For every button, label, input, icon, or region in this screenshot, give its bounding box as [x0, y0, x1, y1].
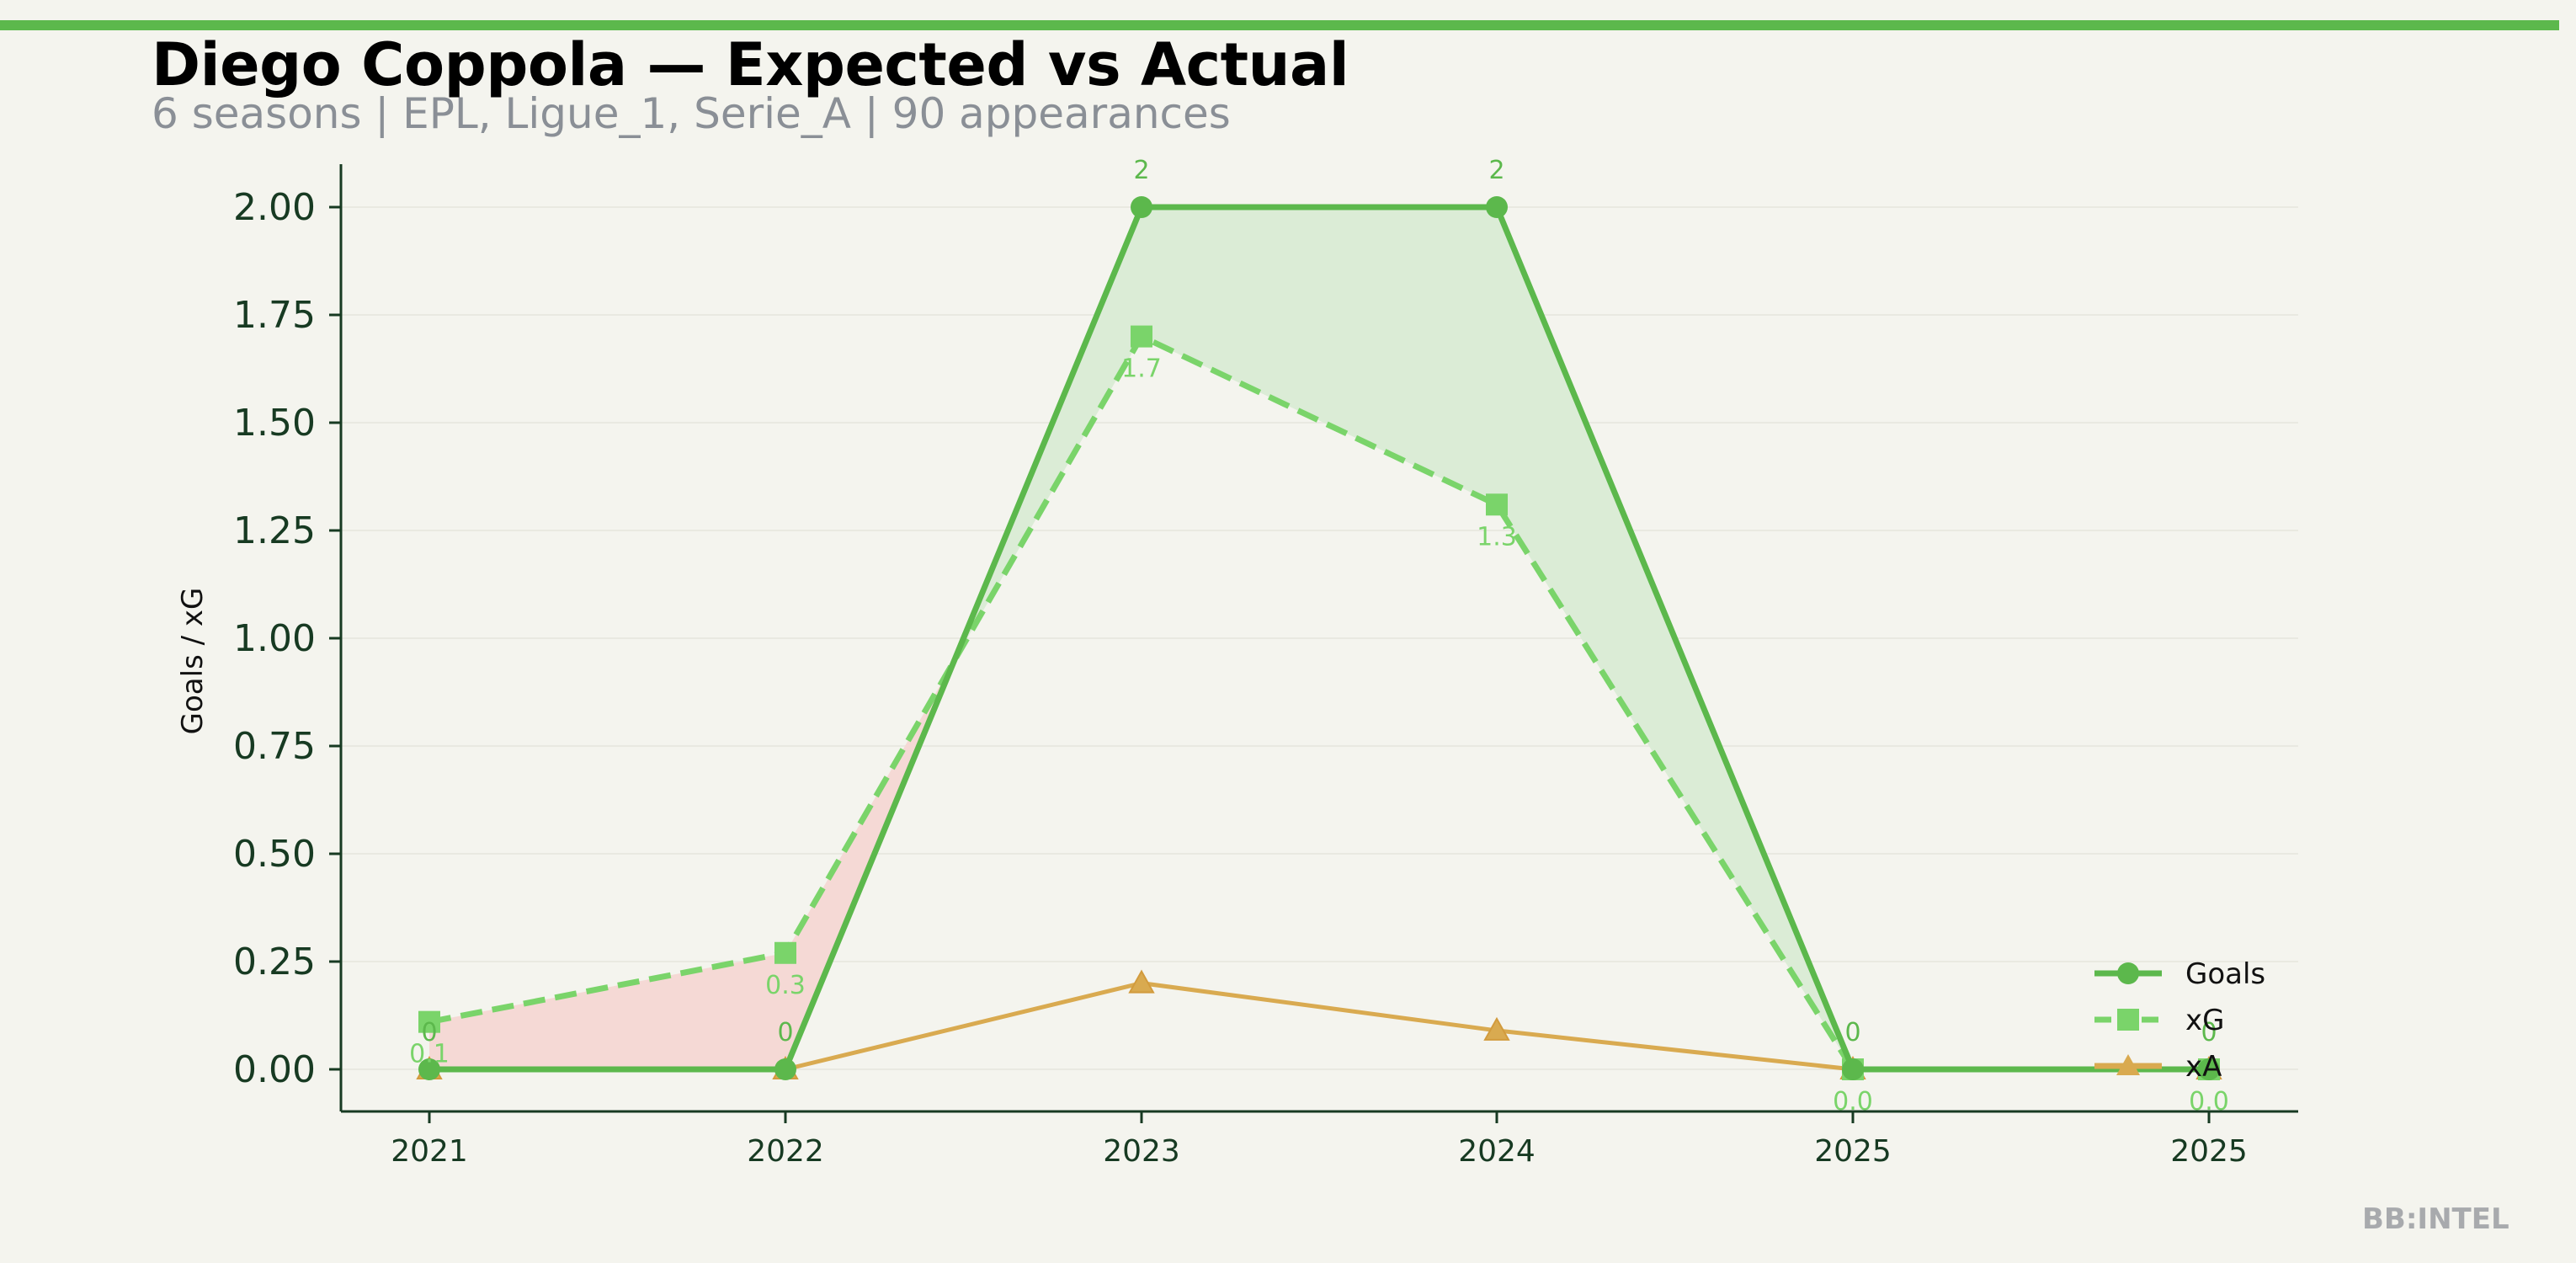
chart-title: Diego Coppola — Expected vs Actual — [152, 30, 1349, 99]
goals-point — [2198, 1058, 2220, 1080]
legend-label: xG — [2185, 1004, 2224, 1037]
goals-line — [429, 204, 2209, 1073]
xg-line — [428, 333, 2209, 1073]
goals-data-label: 0 — [1844, 1018, 1860, 1047]
goals-point — [774, 1058, 796, 1080]
x-tick-label: 2022 — [747, 1134, 824, 1169]
goals-data-label: 0 — [777, 1018, 793, 1047]
y-tick-label: 0.75 — [233, 725, 316, 768]
goals-data-label: 0 — [421, 1018, 437, 1047]
x-tick-label: 2021 — [391, 1134, 468, 1169]
goals-data-label: 2 — [1488, 156, 1504, 185]
goals-data-label: 2 — [1133, 156, 1149, 185]
xg-point — [1486, 493, 1508, 516]
legend-swatch-marker — [2116, 1054, 2140, 1075]
y-tick-label: 1.50 — [233, 402, 316, 445]
watermark: BB:INTEL — [2362, 1202, 2509, 1236]
xg-data-label: 0.0 — [1833, 1087, 1873, 1116]
xg-data-label: 0.3 — [765, 971, 806, 1000]
legend-swatch-marker — [2117, 1009, 2139, 1031]
goals-point — [1842, 1058, 1864, 1080]
xa-point — [1128, 969, 1155, 994]
xg-data-label: 1.7 — [1121, 354, 1162, 384]
legend: Goals xG xA — [2094, 957, 2265, 1084]
y-tick-label: 0.00 — [233, 1048, 316, 1091]
xg-data-label: 1.3 — [1477, 522, 1517, 552]
legend-label: Goals — [2185, 957, 2265, 991]
goals-point — [1131, 196, 1152, 218]
xg-point — [418, 1010, 440, 1033]
goals-data-label: 0 — [2201, 1018, 2217, 1047]
top-accent-bar — [0, 20, 2559, 30]
grid-layer — [341, 206, 2298, 1070]
axis-layer: 0.000.250.500.751.001.251.501.752.002021… — [233, 164, 2298, 1169]
xg-point — [1131, 325, 1152, 348]
legend-swatch-marker — [2117, 962, 2139, 984]
chart-subtitle: 6 seasons | EPL, Ligue_1, Serie_A | 90 a… — [152, 89, 1231, 138]
y-tick-label: 1.75 — [233, 294, 316, 337]
y-tick-label: 2.00 — [233, 186, 316, 229]
xg-data-label: 0.0 — [2189, 1087, 2229, 1116]
y-tick-label: 1.25 — [233, 509, 316, 552]
y-tick-label: 1.00 — [233, 617, 316, 660]
series-layer — [416, 196, 2222, 1080]
overperformance-fill — [1142, 207, 1497, 505]
xg-data-label: 0.1 — [409, 1040, 450, 1069]
goals-point — [418, 1058, 440, 1080]
label-layer: 0 02 20 00.10.31.71.30.0 0.0 — [409, 156, 2229, 1116]
x-tick-label: 2023 — [1103, 1134, 1180, 1169]
x-tick-label: 2025 — [1814, 1134, 1892, 1169]
underperformance-fill — [429, 952, 785, 1069]
goals-point — [1486, 196, 1508, 218]
y-tick-label: 0.25 — [233, 941, 316, 983]
x-tick-label: 2025 — [2170, 1134, 2248, 1169]
y-tick-label: 0.50 — [233, 833, 316, 876]
x-tick-label: 2024 — [1458, 1134, 1535, 1169]
xa-point — [1483, 1016, 1510, 1041]
y-axis-label: Goals / xG — [176, 588, 210, 735]
xg-point — [774, 941, 796, 964]
legend-label: xA — [2185, 1050, 2222, 1084]
